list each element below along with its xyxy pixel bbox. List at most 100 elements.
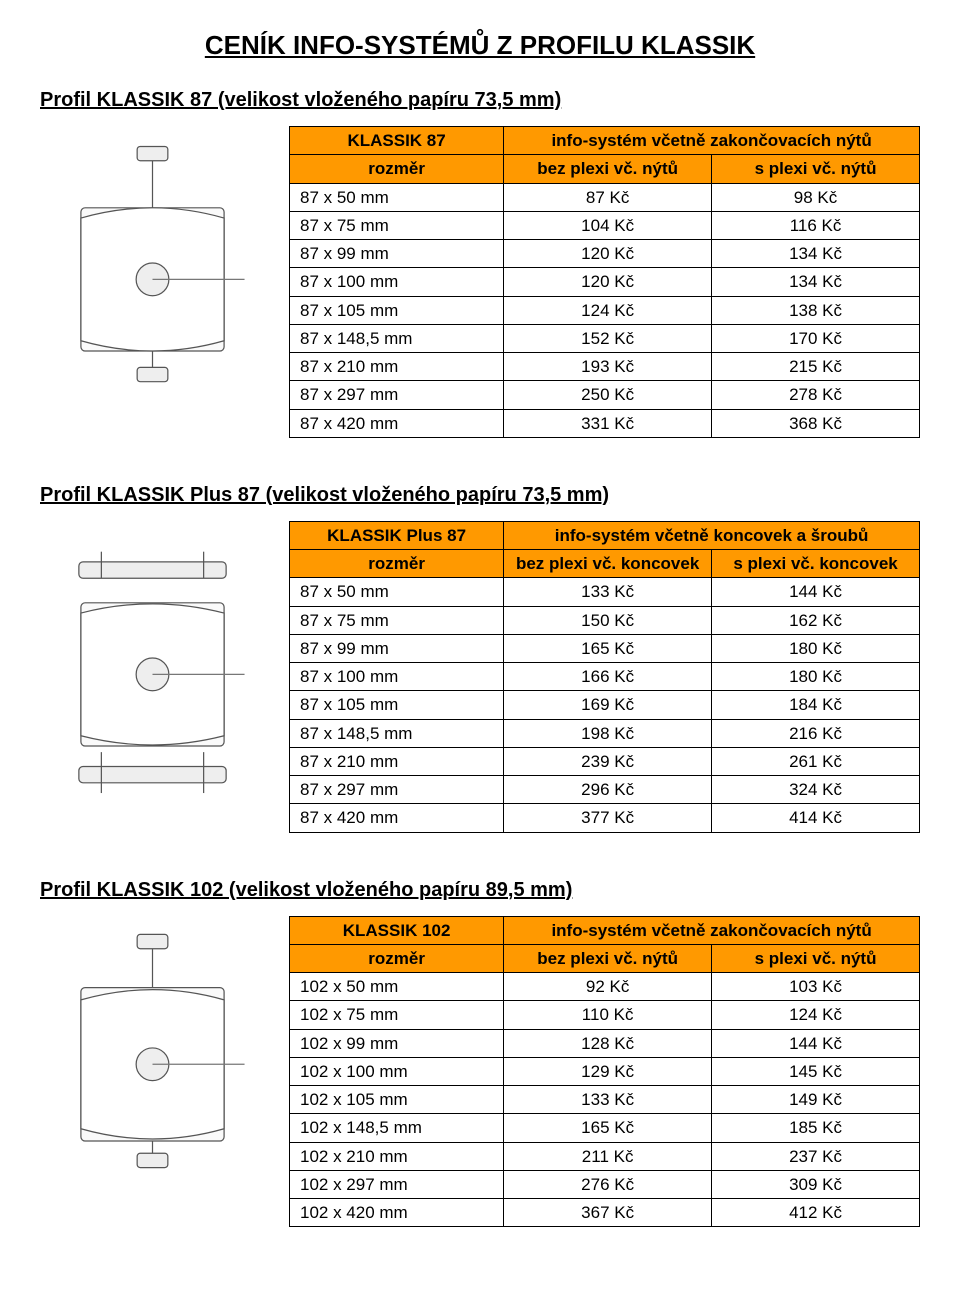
cell-price-plex: 180 Kč [712,634,920,662]
table-row: 87 x 210 mm239 Kč261 Kč [290,747,920,775]
cell-price-plex: 138 Kč [712,296,920,324]
table-row: 87 x 99 mm165 Kč180 Kč [290,634,920,662]
table-header-span: info-systém včetně zakončovacích nýtů [504,916,920,944]
section-klassik-87: Profil KLASSIK 87 (velikost vloženého pa… [40,89,920,438]
cell-price-plex: 162 Kč [712,606,920,634]
table-row: 87 x 50 mm87 Kč98 Kč [290,183,920,211]
table-subheader-dim: rozměr [290,155,504,183]
table-row: 102 x 297 mm276 Kč309 Kč [290,1170,920,1198]
cell-price-noplex: 239 Kč [504,747,712,775]
table-subheader-plex: s plexi vč. nýtů [712,155,920,183]
cell-price-plex: 170 Kč [712,324,920,352]
cell-price-plex: 144 Kč [712,1029,920,1057]
cell-dimension: 87 x 210 mm [290,353,504,381]
price-table-klassik-87: KLASSIK 87 info-systém včetně zakončovac… [289,126,920,438]
table-row: 87 x 105 mm169 Kč184 Kč [290,691,920,719]
section-title: Profil KLASSIK 102 (velikost vloženého p… [40,879,920,902]
table-row: 87 x 148,5 mm198 Kč216 Kč [290,719,920,747]
table-row: 87 x 148,5 mm152 Kč170 Kč [290,324,920,352]
table-header-span: info-systém včetně koncovek a šroubů [504,521,920,549]
table-row: 87 x 75 mm104 Kč116 Kč [290,211,920,239]
cell-price-noplex: 377 Kč [504,804,712,832]
table-row: 102 x 50 mm92 Kč103 Kč [290,973,920,1001]
table-row: 102 x 148,5 mm165 Kč185 Kč [290,1114,920,1142]
table-row: 102 x 105 mm133 Kč149 Kč [290,1086,920,1114]
diagram-icon [40,916,265,1182]
price-table-klassik-102: KLASSIK 102 info-systém včetně zakončova… [289,916,920,1228]
cell-price-plex: 215 Kč [712,353,920,381]
cell-dimension: 87 x 100 mm [290,663,504,691]
cell-price-noplex: 152 Kč [504,324,712,352]
table-row: 102 x 99 mm128 Kč144 Kč [290,1029,920,1057]
cell-price-noplex: 120 Kč [504,240,712,268]
cell-dimension: 102 x 100 mm [290,1057,504,1085]
table-row: 102 x 75 mm110 Kč124 Kč [290,1001,920,1029]
cell-dimension: 102 x 50 mm [290,973,504,1001]
cell-price-noplex: 296 Kč [504,776,712,804]
cell-price-noplex: 165 Kč [504,1114,712,1142]
cell-price-noplex: 133 Kč [504,1086,712,1114]
cell-price-noplex: 198 Kč [504,719,712,747]
cell-price-plex: 124 Kč [712,1001,920,1029]
cell-dimension: 87 x 50 mm [290,183,504,211]
cell-price-noplex: 169 Kč [504,691,712,719]
cell-dimension: 102 x 75 mm [290,1001,504,1029]
cell-dimension: 102 x 148,5 mm [290,1114,504,1142]
product-illustration [40,521,265,807]
cell-dimension: 102 x 297 mm [290,1170,504,1198]
cell-dimension: 87 x 99 mm [290,634,504,662]
cell-dimension: 87 x 297 mm [290,381,504,409]
cell-dimension: 87 x 210 mm [290,747,504,775]
table-subheader-plex: s plexi vč. koncovek [712,550,920,578]
table-row: 87 x 100 mm120 Kč134 Kč [290,268,920,296]
cell-dimension: 87 x 148,5 mm [290,719,504,747]
cell-price-noplex: 120 Kč [504,268,712,296]
product-illustration [40,126,265,392]
cell-price-plex: 144 Kč [712,578,920,606]
cell-price-noplex: 211 Kč [504,1142,712,1170]
table-subheader-dim: rozměr [290,550,504,578]
cell-price-plex: 185 Kč [712,1114,920,1142]
cell-dimension: 87 x 105 mm [290,296,504,324]
cell-price-plex: 103 Kč [712,973,920,1001]
cell-dimension: 102 x 105 mm [290,1086,504,1114]
cell-price-plex: 184 Kč [712,691,920,719]
cell-dimension: 87 x 420 mm [290,804,504,832]
cell-price-noplex: 92 Kč [504,973,712,1001]
cell-dimension: 102 x 210 mm [290,1142,504,1170]
cell-price-plex: 145 Kč [712,1057,920,1085]
cell-price-noplex: 150 Kč [504,606,712,634]
cell-price-noplex: 367 Kč [504,1199,712,1227]
table-subheader-plex: s plexi vč. nýtů [712,944,920,972]
cell-price-plex: 134 Kč [712,240,920,268]
cell-dimension: 87 x 75 mm [290,211,504,239]
table-header-name: KLASSIK 87 [290,127,504,155]
table-row: 87 x 75 mm150 Kč162 Kč [290,606,920,634]
cell-price-plex: 149 Kč [712,1086,920,1114]
page-title: CENÍK INFO-SYSTÉMŮ Z PROFILU KLASSIK [40,30,920,61]
table-row: 87 x 420 mm331 Kč368 Kč [290,409,920,437]
cell-price-plex: 216 Kč [712,719,920,747]
cell-price-noplex: 250 Kč [504,381,712,409]
cell-price-plex: 134 Kč [712,268,920,296]
cell-price-plex: 368 Kč [712,409,920,437]
cell-dimension: 102 x 420 mm [290,1199,504,1227]
cell-price-plex: 180 Kč [712,663,920,691]
cell-price-noplex: 165 Kč [504,634,712,662]
table-header-name: KLASSIK Plus 87 [290,521,504,549]
cell-price-noplex: 193 Kč [504,353,712,381]
table-header-name: KLASSIK 102 [290,916,504,944]
table-row: 102 x 420 mm367 Kč412 Kč [290,1199,920,1227]
cell-price-noplex: 124 Kč [504,296,712,324]
table-row: 102 x 100 mm129 Kč145 Kč [290,1057,920,1085]
cell-dimension: 87 x 297 mm [290,776,504,804]
section-title: Profil KLASSIK Plus 87 (velikost vložené… [40,484,920,507]
cell-dimension: 102 x 99 mm [290,1029,504,1057]
table-subheader-noplex: bez plexi vč. koncovek [504,550,712,578]
table-row: 102 x 210 mm211 Kč237 Kč [290,1142,920,1170]
table-subheader-noplex: bez plexi vč. nýtů [504,944,712,972]
cell-dimension: 87 x 148,5 mm [290,324,504,352]
cell-dimension: 87 x 420 mm [290,409,504,437]
cell-dimension: 87 x 105 mm [290,691,504,719]
diagram-icon [40,521,265,807]
